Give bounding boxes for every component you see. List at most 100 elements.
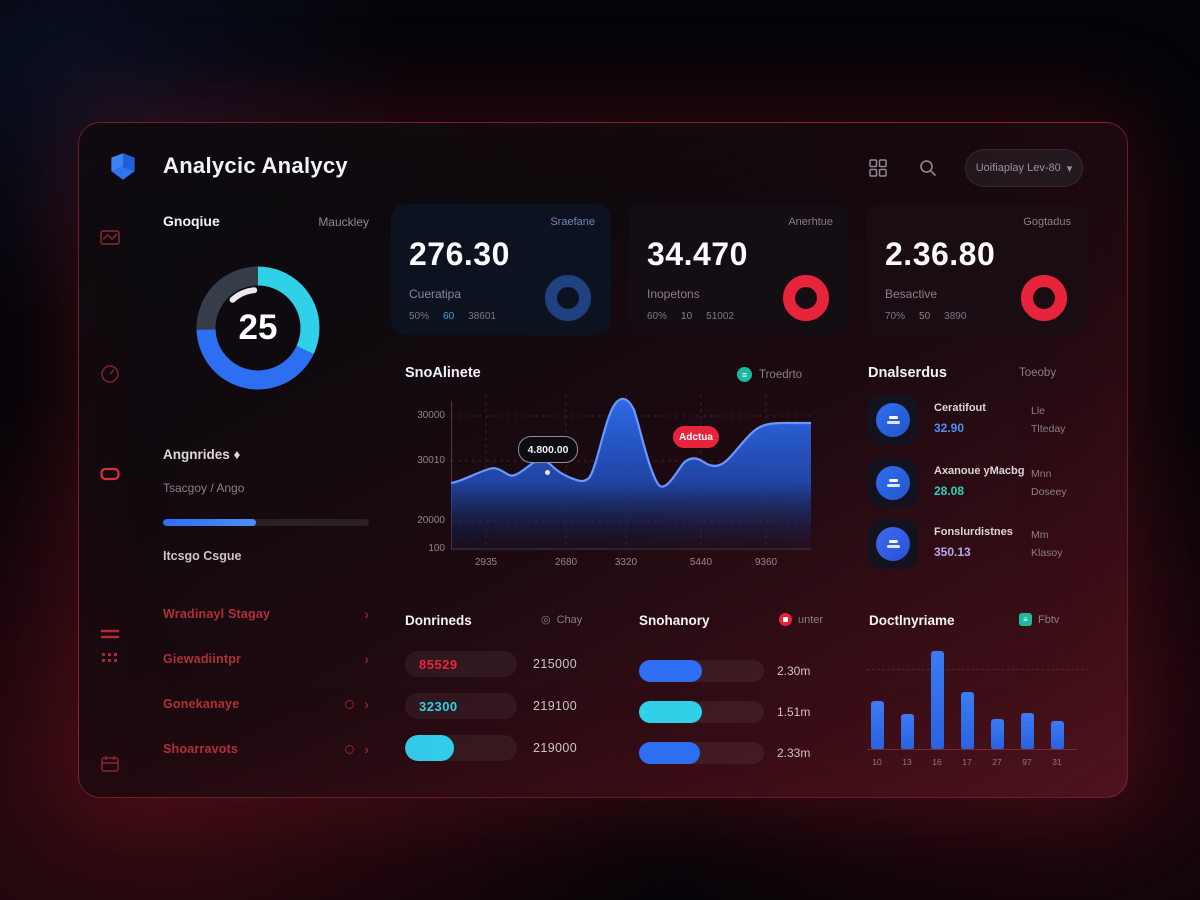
avatar [868,395,918,445]
area-series-fill [451,398,811,551]
summary-title: Snohanory [639,613,710,628]
bar [1020,713,1034,749]
bar [870,701,884,749]
summary-value: 1.51m [777,705,811,719]
grid-apps-icon[interactable] [867,157,889,179]
download-value: 215000 [533,657,578,671]
x-axis-tick: 3320 [614,557,638,568]
stat-value: 34.470 [647,236,748,272]
sidebar-menu-item-0[interactable]: Wradinayl Stagay › [163,606,369,622]
gauge-clock-icon[interactable] [99,363,121,385]
summary-row-2: 2.33m [639,742,839,764]
activity-right-label[interactable]: Toeoby [1019,367,1057,379]
progress-track [639,701,764,723]
downloads-row-2: 219000 [405,735,595,761]
record-icon [779,613,792,626]
stat-value: 2.36.80 [885,236,996,272]
legend-dot-icon: ≡ [737,367,752,382]
downloads-action[interactable]: ◎ Chay [541,613,583,627]
y-axis-tick: 30010 [417,455,445,466]
sidebar-section-footer: Itcsgo Csgue [163,549,242,563]
stat-subtitle: Inopetons [647,287,700,301]
progress-track [639,660,764,682]
gauge-group-label: Gnoqiue [163,213,220,229]
barchart-title: Doctlnyriame [869,613,955,628]
bar-chart: 10 13 16 17 27 97 31 [869,643,1065,767]
sidebar-menu-item-2[interactable]: Gonekanaye › [163,696,369,712]
stat-meta-total: 3890 [944,311,967,322]
summary-action[interactable]: unter [779,613,823,626]
y-axis-tick: 30000 [417,410,445,421]
stat-ring-icon [783,275,829,321]
gauge-inner-arc [217,287,299,369]
bar-label: 31 [1052,757,1062,767]
sidebar-progress-fill [163,519,256,526]
sidebar-section-subtitle: Tsacgoy / Ango [163,481,245,495]
sidebar-progress-bar [163,519,369,526]
stat-tag: Sraefane [550,216,595,228]
bar-label: 97 [1022,757,1032,767]
summary-value: 2.33m [777,746,811,760]
list-icon: ≡ [1019,613,1032,626]
search-icon[interactable] [917,157,939,179]
avatar [868,458,918,508]
stat-meta-pct: 50% [409,311,430,322]
progress-track [639,742,764,764]
stat-card-1: Anerhtue 34.470 Inopetons 60% 10 51002 [629,204,849,335]
avatar-icon [876,527,910,561]
activity-row-1[interactable]: Axanoue yMacbg 28.08 Mnn Doseey [868,458,1092,510]
stat-value: 276.30 [409,236,510,272]
page-title: Analycic Analycy [163,153,348,178]
stat-tag: Anerhtue [788,216,833,228]
avatar-icon [876,403,910,437]
gauge-group-right-label[interactable]: Mauckley [318,215,369,229]
chevron-right-icon: › [364,696,369,712]
download-pill: 85529 [405,651,517,677]
summary-row-0: 2.30m [639,660,839,682]
downloads-title: Donrineds [405,613,472,628]
chart-tooltip: 4.800.00 [518,436,578,463]
bar [930,651,944,749]
stat-meta-total: 51002 [706,311,734,322]
bar-label: 13 [902,757,912,767]
chevron-right-icon: › [364,606,369,622]
y-axis-tick: 100 [428,543,445,554]
card-toggle-icon[interactable] [99,463,121,485]
stat-card-0: Sraefane 276.30 Cueratipa 50% 60 38601 [391,204,611,335]
period-dropdown[interactable]: Uoifiaplay Lev-80 ▾ [965,149,1083,187]
main-chart-legend[interactable]: ≡ Troedrto [737,367,802,382]
x-axis-tick: 9360 [754,557,778,568]
downloads-row-0: 85529 215000 [405,651,595,677]
x-axis-tick: 5440 [689,557,713,568]
area-chart [451,395,811,551]
summary-value: 2.30m [777,664,811,678]
downloads-row-1: 32300 219100 [405,693,595,719]
dashboard-card: Analycic Analycy Uoifiaplay Lev-80 ▾ Gno… [78,122,1128,798]
download-value: 219000 [533,741,578,755]
calendar-icon[interactable] [99,753,121,775]
stat-ring-icon [1021,275,1067,321]
download-value: 219100 [533,699,578,713]
sidebar-menu-item-1[interactable]: Giewadiintpr › [163,651,369,667]
x-axis-tick: 2935 [474,557,498,568]
bar [1050,721,1064,749]
stat-meta-total: 38601 [468,311,496,322]
bar [900,714,914,749]
activity-row-0[interactable]: Ceratifout 32.90 Lle Tlteday [868,395,1092,447]
bar-label: 16 [932,757,942,767]
barchart-action[interactable]: ≡ Fbtv [1019,613,1059,626]
chart-badge[interactable]: Adctua [673,426,719,448]
bar-label: 17 [962,757,972,767]
stat-meta-count: 10 [681,311,693,322]
chevron-right-icon: › [364,741,369,757]
dots-grid-icon[interactable] [99,647,121,669]
bar-label: 27 [992,757,1002,767]
activity-row-2[interactable]: Fonslurdistnes 350.13 Mm Klasoy [868,519,1092,571]
menu-lines-icon[interactable] [99,623,121,645]
sidebar-menu-item-3[interactable]: Shoarravots › [163,741,369,757]
barchart-gridline [867,669,1089,670]
stat-card-2: Gogtadus 2.36.80 Besactive 70% 50 3890 [867,204,1087,335]
inbox-icon[interactable] [99,227,121,249]
barchart-axis [867,749,1077,750]
